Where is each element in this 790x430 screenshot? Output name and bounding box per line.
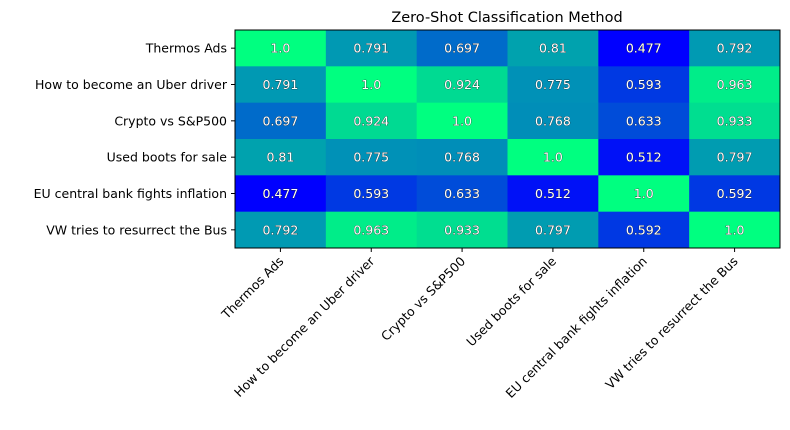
cell-value-label: 0.477 [626, 41, 662, 56]
heatmap-cell [507, 66, 599, 104]
cell-value-label: 0.775 [353, 150, 389, 165]
cell-value-label: 0.697 [263, 113, 299, 128]
heatmap-cell [325, 30, 418, 67]
cell-value-label: 0.697 [444, 41, 480, 56]
cell-value-label: 0.512 [626, 150, 662, 165]
heatmap-cell [416, 139, 508, 176]
plot-frame [234, 29, 781, 249]
y-tick-label: How to become an Uber driver [35, 77, 228, 92]
y-tick-label: Thermos Ads [145, 41, 227, 56]
heatmap-cell [416, 175, 508, 213]
cell-value-label: 0.797 [717, 150, 753, 165]
cell-value-label: 1.0 [543, 150, 563, 165]
heatmap-cell [507, 102, 599, 140]
cell-value-label: 0.933 [717, 113, 753, 128]
heatmap-cell [689, 30, 781, 67]
heatmap-cell-labels: 1.0 0.791 0.697 0.81 0.477 0.792 0.791 1.0 0.924… [262, 40, 753, 237]
heatmap-cell [325, 211, 418, 249]
cell-value-label: 0.768 [444, 150, 480, 165]
y-tick-label: Used boots for sale [107, 150, 228, 165]
heatmap-cells [235, 30, 781, 249]
cell-value-label: 0.791 [263, 77, 299, 92]
cell-value-label: 0.933 [444, 222, 480, 237]
cell-value-label: 0.792 [717, 41, 753, 56]
heatmap-cell [507, 139, 599, 176]
cell-value-label: 1.0 [452, 113, 472, 128]
heatmap-cell [325, 66, 418, 104]
heatmap-cell [235, 175, 327, 213]
heatmap-cell [235, 102, 327, 140]
heatmap-cell [598, 30, 690, 67]
heatmap-cell [598, 175, 690, 213]
heatmap-cell [235, 211, 327, 249]
cell-value-label: 0.81 [539, 41, 567, 56]
cell-value-label: 0.963 [717, 77, 753, 92]
cell-value-label: 0.924 [444, 77, 480, 92]
x-tick-label: EU central bank fights inflation [503, 254, 650, 401]
heatmap-cell [507, 30, 599, 67]
cell-value-label: 0.593 [626, 77, 662, 92]
cell-value-label: 0.633 [626, 113, 662, 128]
cell-value-label: 0.593 [353, 186, 389, 201]
x-tick-label: Thermos Ads [218, 254, 287, 323]
cell-value-label: 0.791 [353, 41, 389, 56]
heatmap-cell [689, 66, 781, 104]
heatmap-cell [416, 30, 508, 67]
cell-value-label: 0.775 [535, 77, 571, 92]
heatmap-cell [325, 175, 418, 213]
cell-value-label: 1.0 [725, 222, 745, 237]
heatmap-cell [689, 175, 781, 213]
y-tick-label: Crypto vs S&P500 [114, 113, 227, 128]
heatmap-cell [507, 211, 599, 249]
heatmap-cell [416, 211, 508, 249]
cell-value-label: 0.963 [353, 222, 389, 237]
heatmap-cell [598, 139, 690, 176]
heatmap-cell [235, 66, 327, 104]
heatmap-cell [416, 66, 508, 104]
cell-value-label: 0.633 [444, 186, 480, 201]
cell-value-label: 0.792 [263, 222, 299, 237]
heatmap-cell [598, 66, 690, 104]
cell-value-label: 0.512 [535, 186, 571, 201]
chart-title: Zero-Shot Classification Method [391, 10, 622, 26]
cell-value-label: 0.768 [535, 113, 571, 128]
cell-value-label: 1.0 [634, 186, 654, 201]
heatmap-cell [689, 211, 781, 249]
heatmap-cell [235, 139, 327, 176]
heatmap-cell [598, 102, 690, 140]
x-tick-label: How to become an Uber driver [231, 253, 378, 400]
y-axis-ticks: Thermos Ads How to become an Uber driver C… [34, 41, 235, 237]
y-tick-label: EU central bank fights inflation [34, 186, 227, 201]
x-tick-label: Crypto vs S&P500 [378, 253, 468, 343]
cell-value-label: 0.81 [266, 150, 294, 165]
heatmap-cell [235, 30, 327, 67]
cell-value-label: 0.477 [263, 186, 299, 201]
y-tick-label: VW tries to resurrect the Bus [46, 222, 227, 237]
cell-value-label: 1.0 [361, 77, 381, 92]
cell-value-label: 0.797 [535, 222, 571, 237]
x-tick-label: Used boots for sale [463, 253, 559, 349]
cell-value-label: 1.0 [270, 41, 290, 56]
cell-value-label: 0.924 [353, 113, 389, 128]
heatmap-cell [325, 139, 418, 176]
cell-value-label: 0.592 [717, 186, 753, 201]
heatmap-cell [598, 211, 690, 249]
heatmap-cell [689, 102, 781, 140]
heatmap-cell [416, 102, 508, 140]
cell-value-label: 0.592 [626, 222, 662, 237]
heatmap-cell [689, 139, 781, 176]
heatmap-cell [507, 175, 599, 213]
heatmap-cell [325, 102, 418, 140]
